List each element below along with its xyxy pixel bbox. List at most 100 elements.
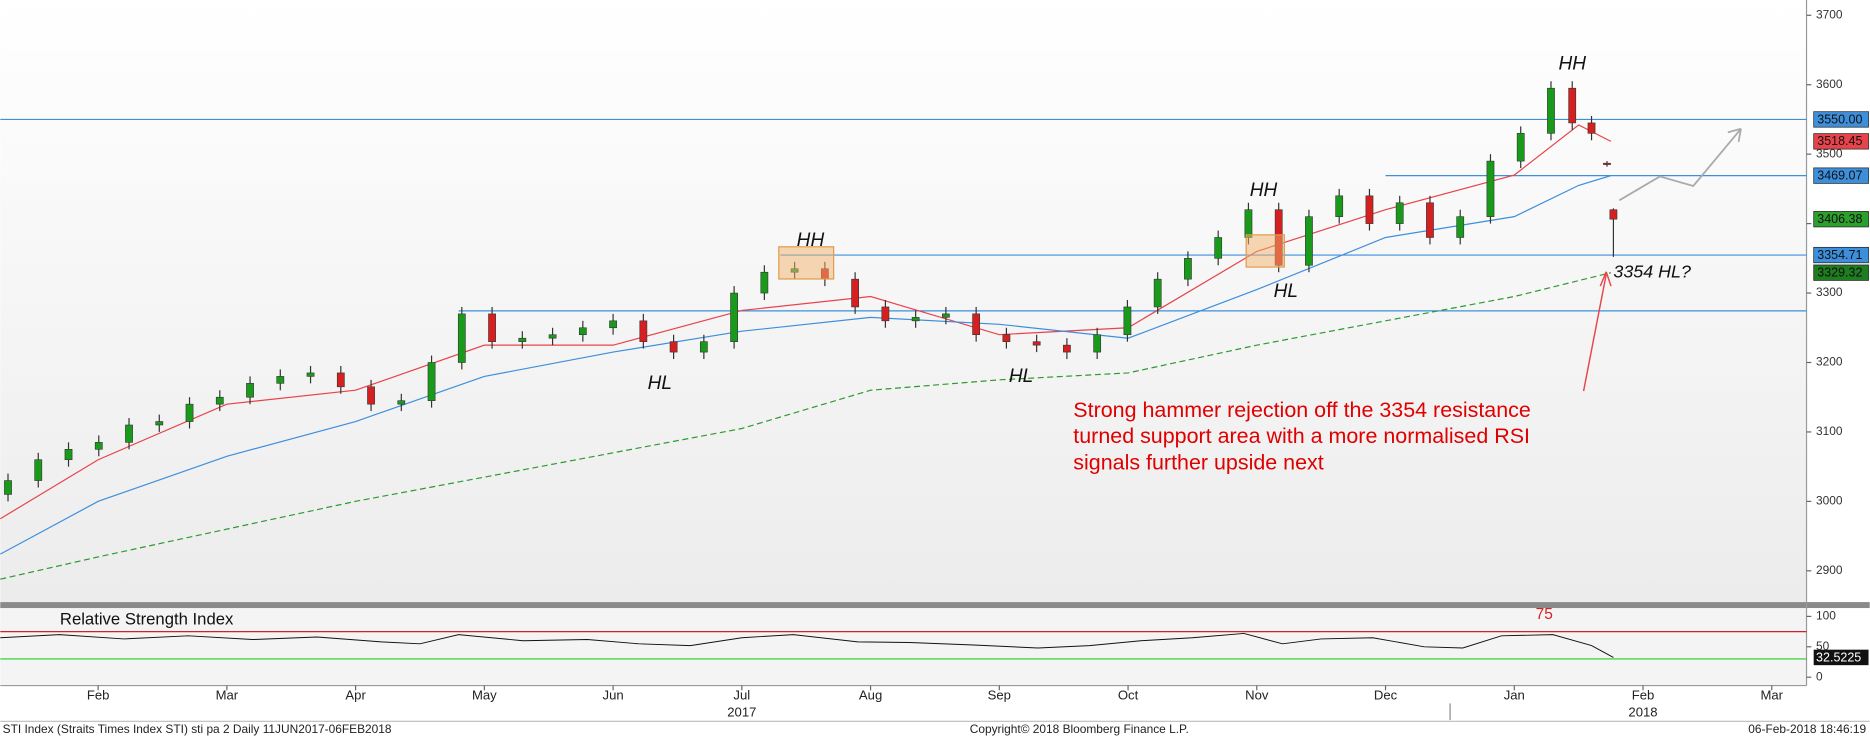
x-tick-label: Apr <box>345 688 366 703</box>
panel-divider <box>0 602 1870 609</box>
candle-body <box>548 334 557 339</box>
x-tick-label: Jan <box>1504 688 1525 703</box>
x-tick-label: Feb <box>87 688 110 703</box>
moving-average <box>0 175 1612 555</box>
candle-body <box>397 400 406 405</box>
price-marker <box>1813 111 1869 128</box>
x-tick-label: Aug <box>859 688 882 703</box>
price-marker-label: 3354.71 <box>1817 248 1862 262</box>
candle-body <box>125 424 133 443</box>
price-marker <box>1813 133 1869 150</box>
candle-body <box>1568 87 1577 124</box>
x-tick-label: Dec <box>1374 688 1398 703</box>
candle-body <box>1365 195 1374 224</box>
rsi-panel <box>0 608 1807 686</box>
price-marker <box>1813 211 1869 228</box>
candle-body <box>306 372 315 377</box>
moving-average <box>0 124 1612 520</box>
candle-body <box>1587 122 1596 134</box>
y-tick-label: 2900 <box>1816 563 1843 577</box>
rsi-marker-label: 32.5225 <box>1816 650 1861 664</box>
candle-body <box>699 341 708 353</box>
moving-average <box>0 272 1612 580</box>
candle-body <box>1002 334 1011 342</box>
footer-center: Copyright© 2018 Bloomberg Finance L.P. <box>970 722 1189 736</box>
price-marker-label: 3406.38 <box>1817 212 1862 226</box>
candle-body <box>34 459 43 481</box>
price-marker <box>1813 246 1869 264</box>
y-tick-label: 3300 <box>1816 285 1843 299</box>
candle-body <box>1123 306 1132 336</box>
candle-body <box>578 327 587 336</box>
footer-right: 06-Feb-2018 18:46:19 <box>1748 722 1866 736</box>
y-tick-label: 3200 <box>1816 355 1843 369</box>
candle-body <box>155 421 164 426</box>
rsi-tick-label: 100 <box>1816 609 1836 623</box>
candle-body <box>669 341 678 353</box>
x-tick-label: Mar <box>1760 688 1783 703</box>
candle-body <box>881 306 890 322</box>
y-tick-label: 3000 <box>1816 494 1843 508</box>
candle-body <box>1547 87 1555 134</box>
rsi-upper-label: 75 <box>1536 606 1553 623</box>
rsi-line <box>0 632 1614 658</box>
candle-body <box>1335 195 1344 217</box>
annotation: HH <box>797 230 825 251</box>
candle-body <box>972 313 981 336</box>
note-line: Strong hammer rejection off the 3354 res… <box>1073 398 1531 422</box>
candle-body <box>1426 202 1434 238</box>
rsi-title: Relative Strength Index <box>60 609 234 628</box>
candle-body <box>851 278 860 308</box>
year-label: 2018 <box>1628 704 1657 719</box>
candle-body <box>1063 344 1071 353</box>
candle-body <box>1184 258 1192 280</box>
price-marker-label: 3469.07 <box>1817 169 1862 183</box>
candle-body <box>1395 202 1404 224</box>
annotation: HH <box>1250 180 1278 201</box>
price-marker <box>1813 264 1869 281</box>
rsi-tick-label: 0 <box>1816 669 1823 683</box>
price-marker <box>1813 167 1869 184</box>
annotation: HL <box>648 373 672 394</box>
highlight-box <box>778 246 835 280</box>
candle-body <box>64 449 73 461</box>
candle-body <box>942 313 950 318</box>
annotation: 3354 HL? <box>1613 262 1691 282</box>
arrow <box>1582 274 1607 392</box>
candle-body <box>609 320 617 329</box>
price-marker-label: 3550.00 <box>1817 112 1862 126</box>
annotation: HH <box>1559 53 1587 74</box>
candle-body <box>4 480 12 495</box>
rsi-tick-label: 50 <box>1816 639 1830 653</box>
candle-body <box>760 271 769 294</box>
candle-body <box>1244 209 1253 238</box>
candle-body <box>457 313 466 363</box>
price-panel <box>0 0 1807 603</box>
candle-body <box>215 396 224 405</box>
x-tick-label: May <box>472 688 497 703</box>
y-tick-label: 3700 <box>1816 7 1843 21</box>
rsi-marker <box>1813 649 1869 666</box>
candle-body <box>1486 160 1495 217</box>
candle-body <box>730 292 738 342</box>
candle-body <box>94 442 103 450</box>
y-tick-label: 3500 <box>1816 146 1843 160</box>
x-tick-label: Jun <box>603 688 624 703</box>
candle-body <box>518 337 527 342</box>
candle-body <box>488 313 496 342</box>
candle-body <box>1516 133 1525 162</box>
candle-body <box>1456 216 1465 238</box>
candle-body <box>367 386 375 405</box>
candle-body <box>1305 216 1313 266</box>
candle-body <box>639 320 648 342</box>
candle-body <box>1153 278 1162 308</box>
note-line: signals further upside next <box>1073 450 1323 474</box>
projection-arrow <box>1618 127 1742 202</box>
price-marker-label: 3518.45 <box>1817 134 1862 148</box>
highlight-box <box>1245 234 1285 268</box>
y-tick-label: 3600 <box>1816 77 1843 91</box>
x-tick-label: Oct <box>1118 688 1139 703</box>
annotation: HL <box>1009 366 1033 387</box>
candle-body <box>185 403 194 422</box>
